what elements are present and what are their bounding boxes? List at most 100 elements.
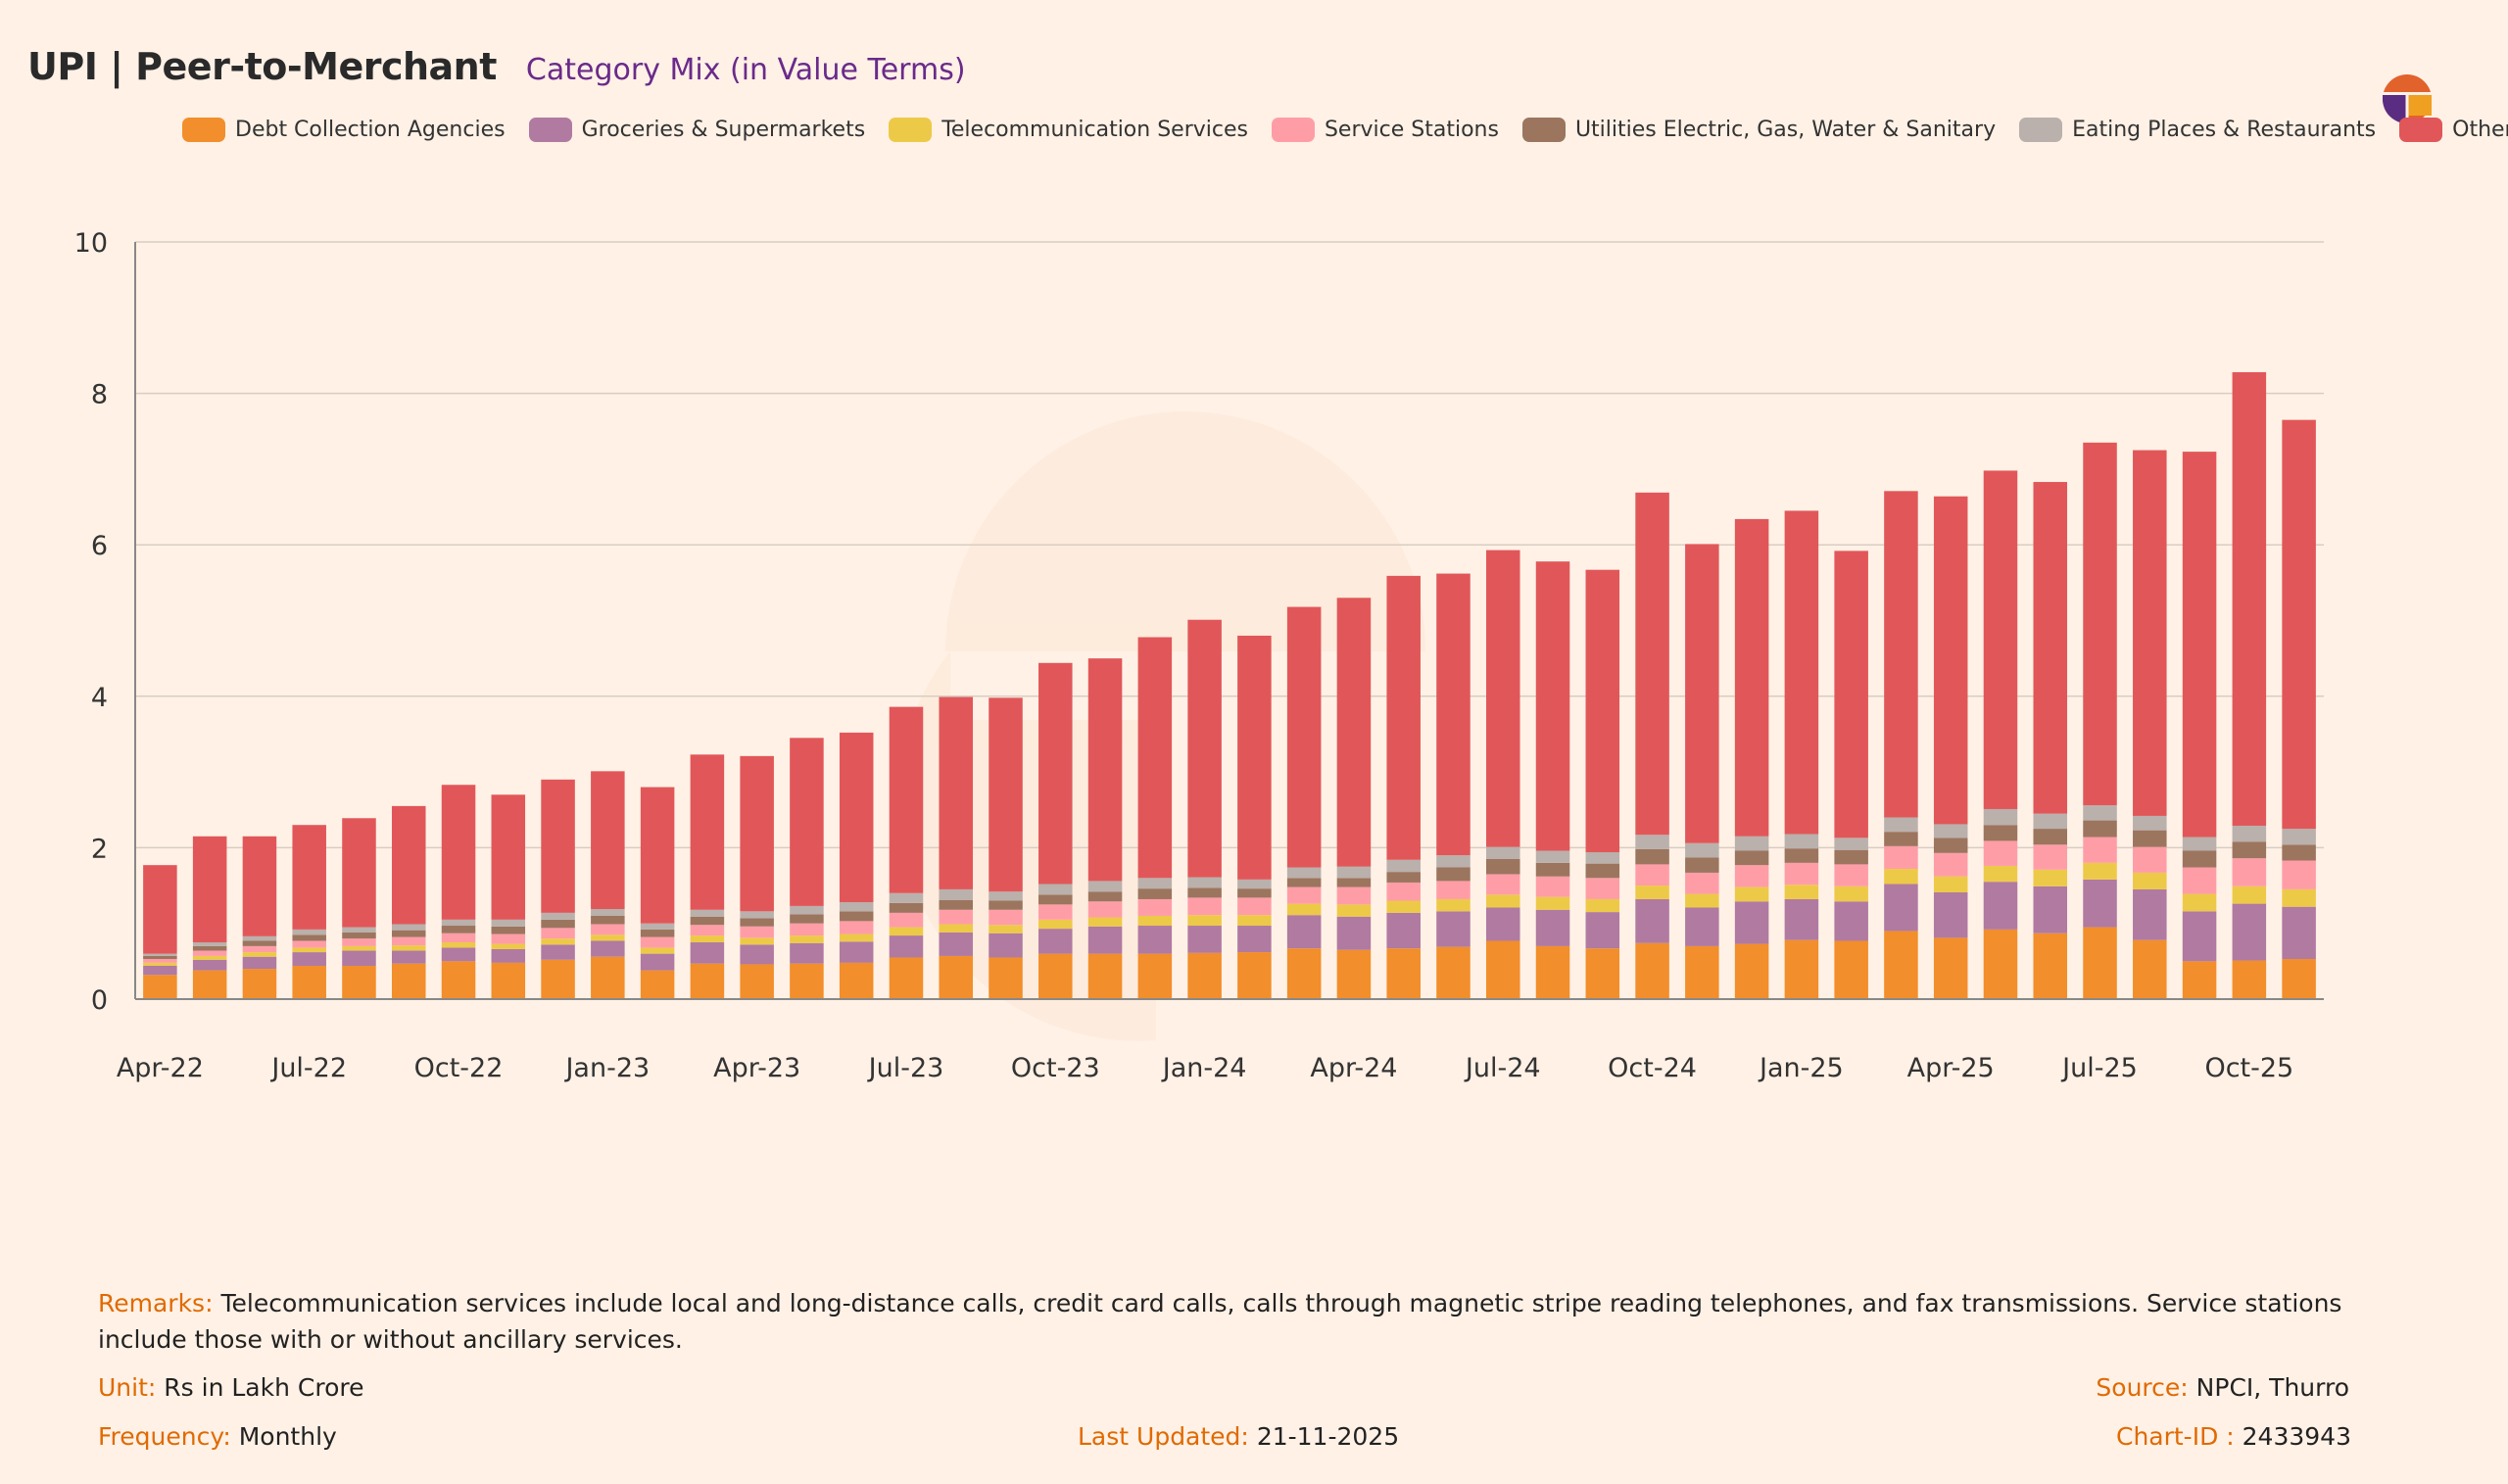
bar-segment xyxy=(1137,915,1173,927)
bar-segment xyxy=(1336,886,1372,905)
bar-segment xyxy=(491,948,526,963)
bar-segment xyxy=(1734,901,1769,944)
bar-segment xyxy=(640,787,675,924)
legend-swatch xyxy=(889,118,933,142)
bar-segment xyxy=(591,771,625,910)
legend-swatch xyxy=(528,118,572,142)
bar-segment xyxy=(2182,452,2217,838)
bar-segment xyxy=(1038,904,1073,920)
bar-segment xyxy=(1734,943,1769,999)
bar-segment xyxy=(1286,886,1322,904)
bar-segment xyxy=(1237,897,1272,916)
bar-segment xyxy=(1983,929,2018,999)
bar-segment xyxy=(1635,942,1669,999)
bar-segment xyxy=(192,970,227,999)
bar-segment xyxy=(2133,846,2167,873)
bar-segment xyxy=(1436,881,1471,899)
bar-segment xyxy=(1585,852,1620,864)
source-value: NPCI, Thurro xyxy=(2195,1373,2349,1402)
bar-segment xyxy=(1983,840,2018,866)
y-tick-label: 4 xyxy=(91,683,108,713)
bar-segment xyxy=(1485,894,1520,908)
bar-segment xyxy=(1585,569,1620,853)
bar-segment xyxy=(1535,850,1570,863)
legend-label: Service Stations xyxy=(1324,118,1499,142)
bar-segment xyxy=(1336,949,1372,999)
x-tick-label: Jan-25 xyxy=(1758,1053,1844,1083)
bar-segment xyxy=(989,891,1023,901)
bar-segment xyxy=(1087,901,1123,918)
bar-segment xyxy=(1884,817,1918,833)
bar-segment xyxy=(441,785,476,920)
bar-segment xyxy=(1884,869,1918,885)
legend-item: Telecommunication Services xyxy=(889,118,1248,142)
bar-segment xyxy=(1436,946,1471,999)
bar-segment xyxy=(2232,371,2267,826)
bar-segment xyxy=(790,942,824,964)
bar-segment xyxy=(1187,897,1222,916)
bar-segment xyxy=(1286,948,1322,999)
bar-segment xyxy=(292,929,326,935)
bar-segment xyxy=(1784,834,1819,849)
bar-segment xyxy=(2133,939,2167,999)
bar-segment xyxy=(292,934,326,941)
bar-segment xyxy=(1685,945,1719,999)
bar-segment xyxy=(1087,953,1123,999)
bar-segment xyxy=(1038,953,1073,999)
bar-segment xyxy=(1834,849,1868,865)
bar-segment xyxy=(2232,886,2267,904)
bar-segment xyxy=(1933,876,1968,893)
legend-label: Utilities Electric, Gas, Water & Sanitar… xyxy=(1574,118,1997,142)
bar-segment xyxy=(889,912,924,928)
bar-segment xyxy=(640,936,675,948)
bar-segment xyxy=(292,825,326,930)
unit-value: Rs in Lakh Crore xyxy=(164,1373,364,1402)
bar-segment xyxy=(2232,825,2267,842)
bar-segment xyxy=(143,953,177,956)
bar-segment xyxy=(1983,808,2018,826)
bar-segment xyxy=(1485,550,1520,847)
bar-segment xyxy=(143,975,177,999)
bar-segment xyxy=(839,911,874,922)
x-tick-label: Oct-25 xyxy=(2204,1053,2293,1083)
source-label: Source: xyxy=(2096,1373,2189,1402)
bar-segment xyxy=(192,955,227,960)
bar-segment xyxy=(690,754,725,910)
bar-segment xyxy=(1635,898,1669,943)
bar-segment xyxy=(1336,598,1372,867)
legend-item: Service Stations xyxy=(1271,118,1499,142)
bar-segment xyxy=(1884,931,1918,999)
bar-segment xyxy=(1734,836,1769,851)
bar-segment xyxy=(2182,911,2217,962)
bar-segment xyxy=(2083,879,2117,928)
bar-segment xyxy=(2033,844,2068,870)
bar-segment xyxy=(491,919,526,927)
bar-segment xyxy=(342,945,376,951)
bar-segment xyxy=(2083,837,2117,863)
bar-segment xyxy=(541,938,575,945)
bar-segment xyxy=(2133,888,2167,940)
bar-segment xyxy=(1137,898,1173,916)
bar-segment xyxy=(391,805,426,925)
bar-segment xyxy=(1635,492,1669,836)
bar-segment xyxy=(939,924,974,933)
bar-segment xyxy=(1137,878,1173,889)
legend-label: Others xyxy=(2452,118,2508,142)
bar-segment xyxy=(1834,886,1868,902)
legend-label: Eating Places & Restaurants xyxy=(2072,118,2377,142)
bar-segment xyxy=(1933,937,1968,999)
bar-segment xyxy=(1585,948,1620,999)
bar-segment xyxy=(1187,619,1222,878)
bar-segment xyxy=(1535,862,1570,877)
bar-segment xyxy=(591,940,625,957)
bar-segment xyxy=(889,935,924,958)
bar-segment xyxy=(192,836,227,943)
bar-segment xyxy=(541,959,575,999)
legend-item: Utilities Electric, Gas, Water & Sanitar… xyxy=(1521,118,1997,142)
bar-segment xyxy=(790,738,824,906)
bar-segment xyxy=(143,865,177,954)
bar-segment xyxy=(889,927,924,936)
bar-segment xyxy=(2083,442,2117,806)
stacked-bar-chart: 0 2 4 6 8 10 Apr-22 Jul-22 Oct-22 Jan-23 Apr-23 Jul… xyxy=(74,228,2324,1083)
bar-segment xyxy=(1635,848,1669,865)
